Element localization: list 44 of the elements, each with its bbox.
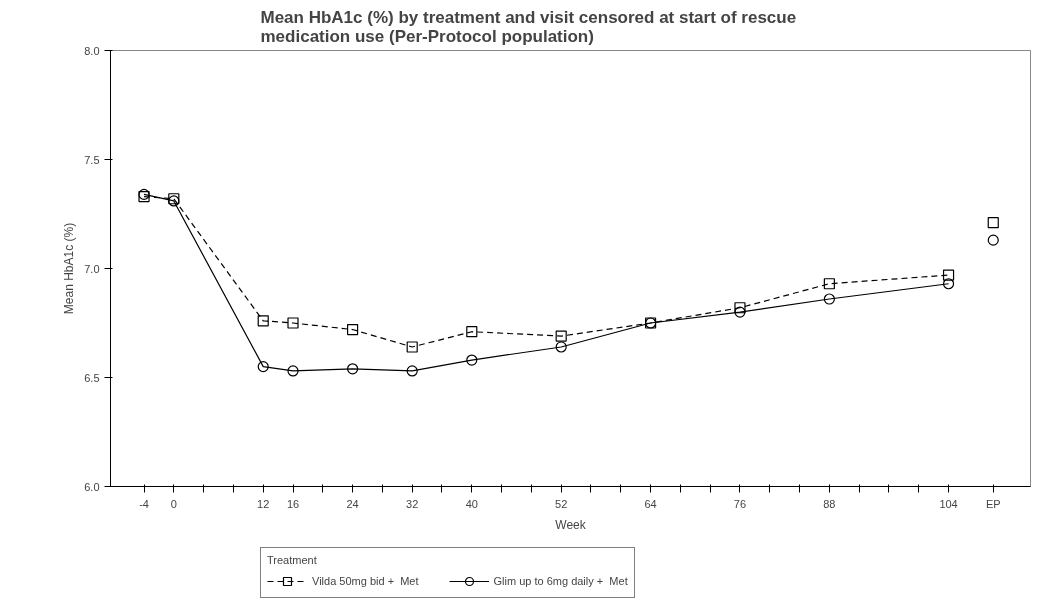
y-tick-label: 7.5: [84, 153, 100, 166]
y-tick-label: 6.0: [84, 480, 100, 493]
point: [823, 278, 835, 290]
x-tick-label: 88: [823, 497, 836, 510]
x-tick-label: EP: [985, 497, 1001, 510]
x-tick-label: 64: [644, 497, 657, 510]
point: [406, 341, 418, 353]
point: [287, 317, 299, 329]
x-tick-label: 12: [257, 497, 270, 510]
point: [466, 326, 478, 338]
point: [287, 365, 299, 377]
x-tick-label: 32: [406, 497, 419, 510]
point: [734, 302, 746, 314]
y-tick-label: 7.0: [84, 262, 100, 275]
point: [734, 306, 746, 318]
point: [987, 234, 999, 246]
point: [823, 293, 835, 305]
x-tick-label: 0: [170, 497, 177, 510]
point: [466, 354, 478, 366]
point: [555, 341, 567, 353]
legend-label: Vilda 50mg bid + Met: [312, 575, 419, 587]
point: [257, 361, 269, 373]
legend-title: Treatment: [267, 554, 318, 566]
point: [406, 365, 418, 377]
x-tick-label: 52: [555, 497, 568, 510]
point: [347, 323, 359, 336]
x-tick-label: 24: [346, 497, 359, 510]
point: [257, 315, 269, 327]
legend-label: Glim up to 6mg daily + Met: [493, 575, 628, 587]
y-tick-label: 8.0: [84, 44, 100, 57]
x-tick-label: 40: [465, 497, 478, 510]
point: [987, 217, 999, 229]
x-tick-label: 104: [939, 497, 958, 510]
point: [555, 330, 567, 342]
x-axis-title: Week: [555, 517, 587, 532]
point: [347, 363, 359, 375]
point: [942, 269, 955, 281]
y-axis-title: Mean HbA1c (%): [62, 222, 77, 315]
chart-title: Mean HbA1c (%) by treatment and visit censored at start of rescue medication use (Per-Protocol population): [260, 7, 797, 46]
x-tick-label: -4: [139, 497, 149, 510]
x-tick-label: 16: [286, 497, 300, 510]
y-tick-label: 6.5: [84, 371, 100, 384]
x-tick-label: 76: [733, 497, 747, 510]
point: [942, 278, 955, 290]
